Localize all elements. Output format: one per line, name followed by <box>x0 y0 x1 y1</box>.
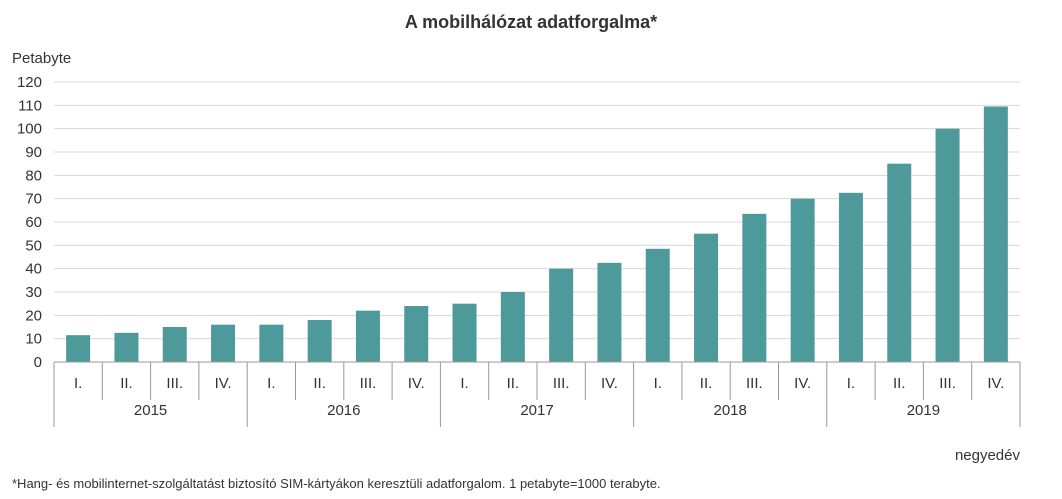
bar <box>742 213 767 362</box>
bar <box>211 324 236 362</box>
bar <box>162 327 187 362</box>
y-tick-label: 90 <box>25 144 42 161</box>
x-tick-label: I. <box>654 375 662 392</box>
x-tick-label: II. <box>700 375 713 392</box>
x-group-label: 2015 <box>134 402 167 419</box>
chart-title: A mobilhálózat adatforgalma* <box>404 12 658 32</box>
x-tick-label: I. <box>847 375 855 392</box>
bar-chart: Petabyte 0 10 20 30 40 50 60 70 80 90 100 110 120 I. II… <box>12 50 1021 464</box>
x-tick-label: IV. <box>601 375 618 392</box>
x-tick-label: IV. <box>794 375 811 392</box>
y-tick-label: 120 <box>17 74 42 91</box>
y-tick-label: 30 <box>25 284 42 301</box>
bar <box>307 320 332 362</box>
bar <box>790 198 815 362</box>
bar <box>935 128 960 362</box>
x-tick-label: I. <box>460 375 468 392</box>
x-group-label: 2018 <box>714 402 747 419</box>
bar <box>887 163 912 362</box>
x-axis-title: negyedév <box>955 447 1021 464</box>
x-tick-label: IV. <box>408 375 425 392</box>
x-group-label: 2019 <box>907 402 940 419</box>
bar <box>66 335 91 362</box>
bar <box>114 332 139 362</box>
y-tick-label: 100 <box>17 121 42 138</box>
bar <box>597 262 622 362</box>
x-group-label: 2016 <box>327 402 360 419</box>
x-tick-label: II. <box>507 375 520 392</box>
y-tick-label: 70 <box>25 191 42 208</box>
y-tick-label: 40 <box>25 261 42 278</box>
x-tick-label: II. <box>893 375 906 392</box>
x-tick-label: IV. <box>215 375 232 392</box>
x-tick-label: II. <box>120 375 133 392</box>
y-tick-label: 50 <box>25 237 42 254</box>
bar <box>259 324 284 362</box>
bar <box>452 303 477 362</box>
bar <box>838 192 863 362</box>
x-tick-label: I. <box>74 375 82 392</box>
x-tick-label: III. <box>553 375 570 392</box>
chart-footnote: *Hang- és mobilinternet-szolgáltatást bi… <box>12 476 661 491</box>
x-tick-label: II. <box>313 375 326 392</box>
bar <box>694 233 719 362</box>
x-tick-label: III. <box>939 375 956 392</box>
x-tick-label: III. <box>166 375 183 392</box>
x-tick-label: III. <box>360 375 377 392</box>
x-tick-label: I. <box>267 375 275 392</box>
y-tick-label: 20 <box>25 307 42 324</box>
y-tick-label: 10 <box>25 331 42 348</box>
y-tick-label: 80 <box>25 167 42 184</box>
y-tick-label: 0 <box>34 354 42 371</box>
bar <box>355 310 380 362</box>
bar <box>983 106 1008 362</box>
x-tick-label: IV. <box>987 375 1004 392</box>
bar <box>645 248 670 362</box>
bar <box>500 292 525 362</box>
y-tick-label: 60 <box>25 214 42 231</box>
bar <box>404 306 429 362</box>
x-tick-label: III. <box>746 375 763 392</box>
x-group-label: 2017 <box>520 402 553 419</box>
bar <box>549 268 574 362</box>
y-tick-label: 110 <box>18 97 42 114</box>
y-axis-title: Petabyte <box>12 50 71 67</box>
